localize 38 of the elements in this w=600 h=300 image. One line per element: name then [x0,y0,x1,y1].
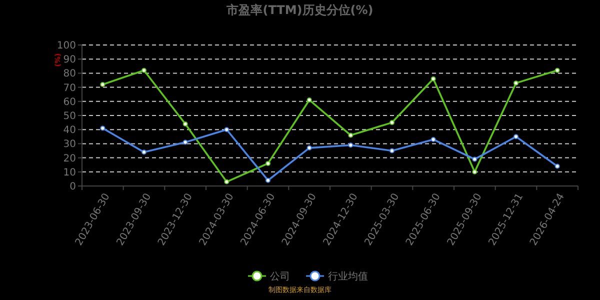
y-tick-label: 90 [63,54,76,66]
point [306,145,312,150]
point [390,148,394,154]
point [224,127,230,132]
y-tick-label: 0 [70,182,76,192]
point [182,140,188,145]
y-tick-label: 60 [63,96,76,108]
legend-label: 行业均值 [328,270,368,282]
y-tick-label: 10 [63,167,76,178]
point [306,97,312,102]
chart-title: 市盈率(TTM)历史分位(%) [226,3,374,17]
y-tick-label: 30 [63,139,76,150]
point [100,126,106,131]
point [554,68,560,73]
point [554,164,560,169]
point [390,120,394,126]
point [100,82,106,87]
point [182,121,188,126]
point [348,142,354,148]
point [266,178,270,183]
legend-label: 公司 [270,270,290,282]
point [472,169,478,174]
y-tick-label: 70 [63,82,76,94]
point [142,68,146,73]
point [514,134,518,140]
point [430,136,436,142]
point [430,76,436,82]
y-tick-label: 100 [56,40,76,52]
point [348,132,354,138]
point [224,179,230,184]
point [472,156,478,162]
y-tick-label: 50 [63,111,76,122]
y-tick-label: 20 [63,153,76,164]
point [266,160,270,166]
point [142,150,146,155]
point [514,80,518,86]
y-tick-label: 40 [63,125,76,136]
y-tick-label: 80 [63,68,76,80]
